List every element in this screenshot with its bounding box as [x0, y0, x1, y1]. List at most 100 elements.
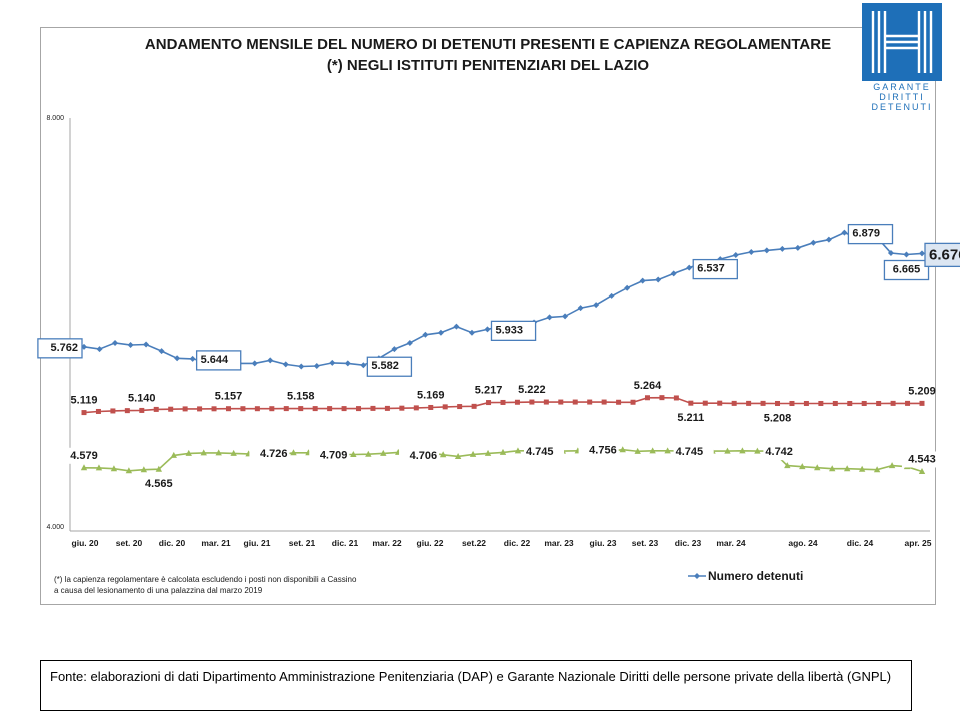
footnote-line-1: (*) la capienza regolamentare è calcolat…	[54, 575, 357, 584]
series-line	[83, 231, 923, 368]
data-point	[267, 357, 274, 364]
data-point	[789, 400, 795, 406]
data-label-box	[763, 444, 804, 461]
data-label: 4.543	[908, 453, 936, 465]
data-label-box	[195, 350, 242, 371]
data-point	[391, 346, 398, 353]
data-point	[189, 355, 196, 362]
x-tick-label: ago. 24	[788, 538, 818, 548]
data-point	[81, 410, 87, 416]
data-point	[251, 360, 258, 367]
x-tick-label: dic. 20	[159, 538, 186, 548]
data-label-box	[883, 259, 930, 281]
data-point	[112, 339, 119, 346]
source-box: Fonte: elaborazioni di dati Dipartimento…	[40, 660, 912, 711]
data-point	[763, 247, 770, 254]
data-point	[155, 465, 163, 472]
data-point	[143, 341, 150, 348]
data-point	[327, 406, 333, 412]
data-point	[437, 329, 444, 336]
data-point	[649, 447, 656, 454]
data-label-box	[309, 447, 350, 464]
data-point	[124, 408, 130, 414]
data-point	[422, 331, 429, 338]
data-point	[370, 405, 376, 411]
y-tick-label: 4.000	[46, 524, 64, 531]
data-label-box	[901, 451, 943, 468]
footnote-line-2: a causa del lesionamento di una palazzin…	[54, 586, 263, 595]
data-label: 4.756	[589, 445, 617, 457]
data-point	[312, 406, 318, 412]
data-point	[634, 447, 641, 454]
data-point	[96, 346, 103, 353]
data-point	[843, 465, 851, 472]
x-tick-label: set. 20	[116, 538, 143, 548]
data-point	[619, 446, 626, 453]
data-point	[601, 399, 607, 405]
data-point	[847, 400, 853, 406]
data-point	[269, 406, 275, 412]
data-label-box	[366, 356, 413, 377]
data-point	[887, 249, 894, 256]
data-point	[283, 406, 289, 412]
x-tick-label: giu. 20	[72, 538, 99, 548]
data-point	[457, 404, 463, 410]
data-point	[918, 467, 926, 474]
data-label: 5.209	[908, 385, 936, 397]
data-point	[659, 395, 665, 401]
chart-title-line-2: (*) NEGLI ISTITUTI PENITENZIARI DEL LAZI…	[326, 57, 650, 74]
data-label: 5.119	[71, 395, 98, 407]
data-label: 4.579	[70, 450, 98, 462]
data-label-box	[490, 320, 537, 342]
data-label-box	[578, 442, 619, 459]
data-label: 5.762	[50, 342, 78, 354]
data-point	[158, 348, 165, 355]
data-point	[125, 467, 133, 474]
data-label: 6.665	[893, 264, 921, 276]
data-label: 5.169	[417, 389, 445, 401]
data-point	[95, 408, 101, 414]
data-point	[360, 362, 367, 369]
logo-text: GARANTE DIRITTI DETENUTI	[862, 82, 942, 112]
data-point	[215, 449, 222, 456]
capacity-footnote: (*) la capienza regolamentare è calcolat…	[54, 574, 356, 596]
x-tick-label: dic. 21	[332, 538, 359, 548]
data-point	[428, 404, 434, 410]
chart-title-line-1: ANDAMENTO MENSILE DEL NUMERO DI DETENUTI…	[144, 36, 832, 53]
data-label-box	[399, 447, 440, 464]
data-point	[139, 407, 145, 413]
data-point	[499, 448, 507, 455]
data-point	[153, 406, 159, 412]
data-label-box	[692, 258, 738, 280]
data-point	[803, 400, 809, 406]
data-point	[341, 406, 347, 412]
data-point	[825, 236, 832, 243]
data-point	[469, 450, 477, 457]
logo-text-line-3: DETENUTI	[871, 102, 933, 112]
data-label-box	[37, 338, 83, 359]
data-point	[664, 447, 671, 454]
data-point	[484, 449, 492, 456]
x-tick-label: set. 23	[632, 538, 659, 548]
data-point	[282, 361, 289, 368]
data-point	[731, 400, 737, 406]
data-point	[919, 400, 925, 406]
garante-logo: GARANTE DIRITTI DETENUTI	[862, 3, 942, 112]
data-point	[140, 466, 148, 473]
data-point	[558, 399, 564, 405]
data-label: 5.582	[371, 360, 399, 372]
x-tick-label: giu. 23	[590, 538, 617, 548]
data-point	[185, 449, 192, 456]
source-text: Fonte: elaborazioni di dati Dipartimento…	[50, 669, 892, 684]
data-point	[608, 292, 615, 299]
logo-text-line-1: GARANTE	[873, 82, 931, 92]
legend-marker	[694, 573, 700, 579]
data-point	[760, 400, 766, 406]
data-label: 4.742	[765, 446, 793, 458]
data-label: 6.676	[929, 246, 960, 263]
data-point	[655, 276, 662, 283]
data-label-box	[138, 476, 179, 493]
x-tick-label: apr. 25	[905, 538, 932, 548]
data-point	[127, 341, 134, 348]
data-point	[468, 329, 475, 336]
